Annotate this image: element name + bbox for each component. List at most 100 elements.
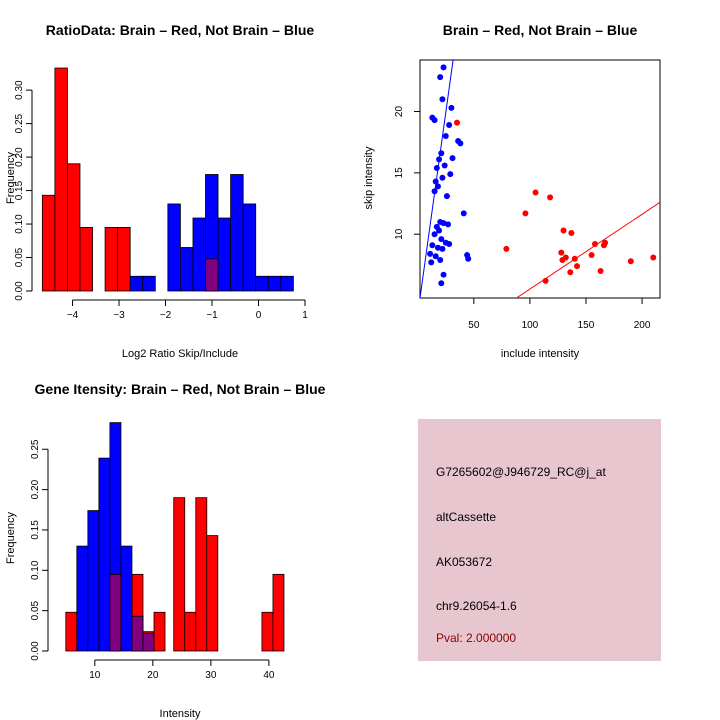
ratio-x-tick-label: 0	[256, 310, 262, 321]
scatter-brain-point	[547, 194, 554, 201]
scatter-x-tick-label: 200	[634, 320, 651, 331]
event-type-text: altCassette	[436, 510, 496, 524]
intensity-notbrain-bar	[98, 457, 111, 652]
ratio-x-tick-label: −3	[113, 310, 125, 321]
scatter-brain-point	[567, 269, 574, 276]
intensity-overlap-bar	[109, 573, 122, 652]
info-panel-background	[418, 419, 661, 661]
ratio-notbrain-bar	[192, 217, 206, 292]
ratio-brain-bar	[41, 194, 56, 292]
ratio-brain-bar	[67, 163, 81, 292]
ratio-x-tick-label: −2	[160, 310, 172, 321]
intensity-brain-bar	[184, 611, 197, 652]
intensity-y-tick-label: 0.25	[30, 439, 41, 459]
scatter-x-tick-label: 150	[578, 320, 595, 331]
scatter-notbrain-point	[439, 96, 446, 103]
scatter-y-tick-label: 10	[394, 228, 405, 240]
ratio-y-tick-label: 0.20	[14, 147, 25, 167]
intensity-y-axis-label: Frequency	[5, 512, 17, 564]
intensity-brain-bar	[153, 611, 166, 652]
scatter-notbrain-point	[438, 150, 445, 157]
scatter-notbrain-point	[438, 280, 445, 287]
intensity-y-tick-label: 0.05	[30, 600, 41, 620]
scatter-notbrain-point	[438, 236, 445, 243]
intensity-x-tick-label: 20	[147, 670, 159, 681]
scatter-brain-point	[650, 254, 657, 261]
ratio-x-tick-label: −1	[206, 310, 218, 321]
scatter-notbrain-point	[431, 117, 438, 124]
intensity-brain-bar	[65, 611, 78, 652]
scatter-notbrain-point	[434, 183, 441, 190]
scatter-notbrain-point	[440, 271, 447, 278]
scatter-x-tick-label: 50	[468, 320, 480, 331]
scatter-x-tick-label: 100	[522, 320, 539, 331]
scatter-notbrain-point	[445, 221, 452, 228]
scatter-notbrain-point	[437, 74, 444, 81]
scatter-points	[427, 64, 657, 287]
ratio-y-tick-label: 0.25	[14, 113, 25, 133]
scatter-notbrain-point	[432, 253, 439, 260]
ratio-brain-bar	[54, 67, 68, 292]
scatter-notbrain-point	[442, 133, 449, 140]
scatter-plot-frame	[419, 59, 661, 299]
scatter-brain-point	[574, 263, 581, 270]
ratio-x-axis: −4 −3 −2 −1 0 1	[67, 299, 308, 321]
scatter-notbrain-point	[446, 241, 453, 248]
scatter-brain-point	[591, 241, 598, 248]
ratio-notbrain-bar	[230, 174, 244, 292]
intensity-y-tick-label: 0.10	[30, 560, 41, 580]
scatter-brain-point	[568, 229, 575, 236]
scatter-panel: Brain – Red, Not Brain – Blue include in…	[363, 22, 661, 360]
scatter-notbrain-point	[441, 162, 448, 169]
scatter-brain-point	[559, 256, 566, 263]
ratio-chart-title: RatioData: Brain – Red, Not Brain – Blue	[46, 22, 315, 38]
ratio-notbrain-bar	[242, 203, 257, 292]
scatter-brain-point	[532, 189, 539, 196]
intensity-chart-title: Gene Itensity: Brain – Red, Not Brain – …	[35, 381, 326, 397]
scatter-notbrain-point	[437, 256, 444, 263]
intensity-notbrain-bar	[120, 545, 133, 652]
intensity-notbrain-bar	[87, 510, 100, 652]
ratio-brain-bar	[117, 226, 131, 292]
scatter-notbrain-point	[436, 156, 443, 163]
ratio-notbrain-bar	[142, 275, 156, 292]
scatter-notbrain-point	[448, 104, 455, 111]
scatter-notbrain-point	[460, 210, 467, 217]
scatter-y-axis-label: skip intensity	[363, 146, 375, 209]
scatter-y-axis: 10 15 20	[394, 106, 420, 240]
intensity-x-axis-label: Intensity	[160, 708, 201, 720]
scatter-brain-point	[542, 277, 549, 284]
intensity-y-tick-label: 0.00	[30, 641, 41, 661]
intensity-bars	[65, 422, 285, 652]
scatter-notbrain-point	[449, 155, 456, 162]
intensity-brain-bar	[173, 497, 186, 652]
scatter-brain-point	[627, 258, 634, 265]
ratio-notbrain-bar	[267, 275, 282, 292]
scatter-y-tick-label: 20	[394, 106, 405, 118]
ratio-y-tick-label: 0.00	[14, 281, 25, 301]
intensity-brain-bar	[195, 497, 208, 652]
info-panel: G7265602@J946729_RC@j_at altCassette AK0…	[418, 419, 661, 661]
scatter-notbrain-point	[440, 64, 447, 71]
scatter-brain-point	[602, 239, 609, 246]
ratio-x-tick-label: −4	[67, 310, 79, 321]
scatter-chart-title: Brain – Red, Not Brain – Blue	[443, 22, 638, 38]
intensity-y-tick-label: 0.20	[30, 479, 41, 499]
ratio-y-axis: 0.00 0.05 0.10 0.15 0.20 0.25 0.30	[14, 80, 33, 301]
scatter-y-tick-label: 15	[394, 167, 405, 179]
scatter-notbrain-point	[429, 242, 436, 249]
scatter-notbrain-point	[433, 164, 440, 171]
intensity-notbrain-bar	[76, 545, 89, 652]
scatter-x-axis-label: include intensity	[501, 348, 580, 360]
scatter-notbrain-point	[428, 259, 435, 266]
scatter-notbrain-point	[436, 227, 443, 234]
scatter-notbrain-point	[431, 188, 438, 195]
ratio-notbrain-bar	[255, 275, 269, 292]
intensity-histogram-panel: Gene Itensity: Brain – Red, Not Brain – …	[5, 381, 326, 720]
scatter-notbrain-point	[427, 250, 434, 257]
scatter-brain-point	[522, 210, 529, 217]
ratio-y-tick-label: 0.05	[14, 247, 25, 267]
pval-text: Pval: 2.000000	[436, 631, 516, 645]
scatter-notbrain-point	[446, 122, 453, 129]
